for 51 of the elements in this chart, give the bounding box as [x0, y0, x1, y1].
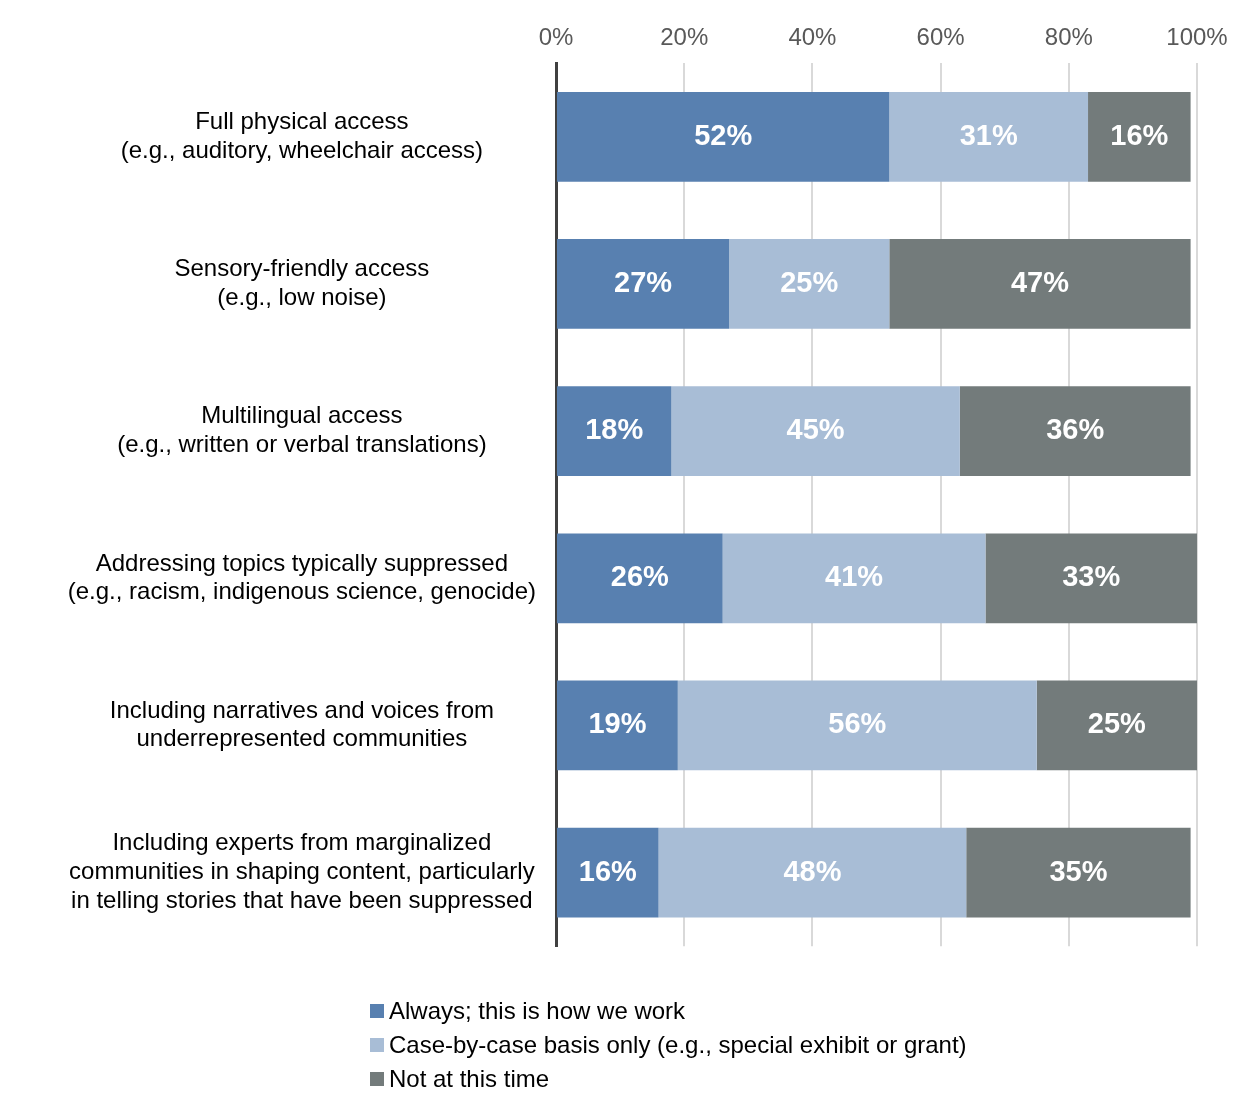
- bar: [1036, 680, 1197, 771]
- bar: [889, 239, 1191, 329]
- bar: [658, 827, 967, 918]
- data-label: 45%: [786, 413, 845, 446]
- bar: [959, 386, 1191, 476]
- y-tick-label: Including experts from marginalized communities in shaping content, particularly in telling stories that have been suppressed: [69, 828, 535, 914]
- legend-label: Not at this time: [389, 1065, 550, 1093]
- data-label: 16%: [1110, 118, 1169, 151]
- y-tick-label: Including narratives and voices from underrepresented communities: [109, 695, 494, 752]
- bar: [677, 680, 1037, 771]
- bar: [729, 239, 890, 329]
- x-tick-label: 40%: [788, 23, 837, 51]
- data-label: 19%: [588, 707, 647, 740]
- bar: [985, 533, 1197, 624]
- data-label: 41%: [825, 560, 884, 593]
- bar: [889, 91, 1089, 182]
- data-label: 26%: [610, 560, 670, 593]
- x-tick-label: 60%: [916, 23, 965, 51]
- data-label: 25%: [1087, 707, 1147, 740]
- data-label: 35%: [1049, 854, 1108, 887]
- data-label: 47%: [1010, 265, 1070, 298]
- y-tick-label: Sensory-friendly access (e.g., low noise): [174, 254, 430, 310]
- y-tick-label: Multilingual access (e.g., written or verbal translations): [117, 401, 487, 458]
- bar: [557, 827, 659, 918]
- data-label: 18%: [585, 413, 644, 446]
- legend-label: Case-by-case basis only (e.g., special exhibit or grant): [389, 1031, 967, 1059]
- y-tick-label: Full physical access (e.g., auditory, wheelchair access): [120, 107, 484, 163]
- data-label: 36%: [1046, 413, 1105, 446]
- x-tick-label: 20%: [660, 23, 709, 51]
- bar: [722, 533, 986, 624]
- bar: [557, 91, 890, 182]
- legend-label: Always; this is how we work: [389, 997, 686, 1025]
- data-label: 33%: [1062, 560, 1121, 593]
- bar: [557, 533, 723, 624]
- bar: [557, 239, 730, 329]
- bar: [557, 680, 678, 771]
- bar: [671, 386, 960, 476]
- y-tick-label: Addressing topics typically suppressed (e.g., racism, indigenous science, genocide): [67, 548, 536, 605]
- bar: [1088, 91, 1191, 182]
- data-label: 31%: [959, 118, 1018, 151]
- x-tick-label: 80%: [1044, 23, 1093, 51]
- x-tick-label: 100%: [1166, 23, 1228, 51]
- x-tick-label: 0%: [538, 23, 574, 51]
- bar: [557, 386, 672, 476]
- data-label: 52%: [694, 118, 753, 151]
- data-label: 16%: [578, 854, 638, 887]
- data-label: 56%: [828, 707, 887, 740]
- data-label: 27%: [614, 265, 673, 298]
- data-label: 25%: [780, 265, 839, 298]
- data-label: 48%: [783, 854, 842, 887]
- bar: [966, 827, 1191, 918]
